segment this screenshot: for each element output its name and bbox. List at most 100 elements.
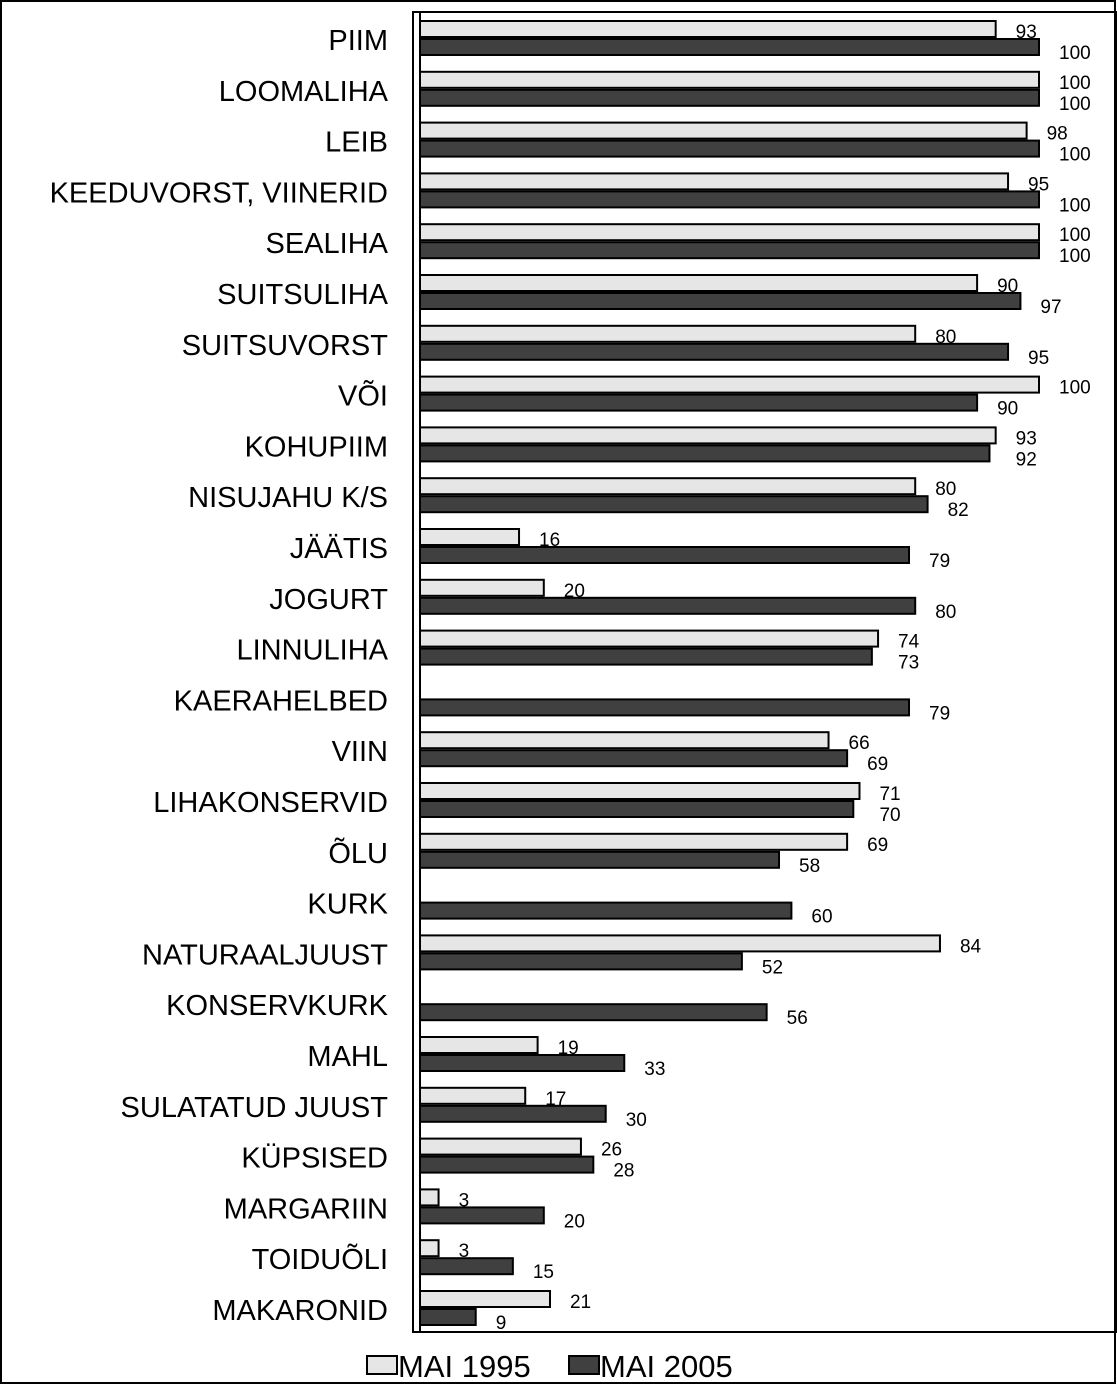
value-label-mai-1995: 90	[997, 276, 1018, 297]
category-label: MARGARIIN	[224, 1193, 388, 1225]
bar-mai-2005	[419, 1054, 626, 1072]
value-label-mai-1995: 100	[1059, 378, 1091, 399]
category-label: VIIN	[332, 736, 388, 768]
bar-mai-1995	[419, 375, 1040, 394]
value-label-mai-1995: 93	[1016, 22, 1037, 43]
bar-mai-2005	[419, 850, 781, 869]
value-label-mai-1995: 21	[570, 1292, 591, 1313]
bar-mai-1995	[419, 629, 880, 648]
bar-mai-2005	[419, 1206, 545, 1225]
value-label-mai-2005: 15	[533, 1262, 554, 1283]
value-label-mai-1995: 100	[1059, 225, 1091, 246]
bar-mai-1995	[419, 1239, 440, 1258]
category-label: ÕLU	[328, 836, 388, 870]
value-label-mai-2005: 9	[496, 1313, 507, 1334]
legend: MAI 1995 MAI 2005	[366, 1349, 733, 1384]
bar-mai-1995	[419, 731, 830, 750]
legend-label: MAI 2005	[600, 1349, 733, 1384]
category-label: VÕI	[338, 379, 388, 413]
value-label-mai-2005: 20	[564, 1211, 585, 1232]
bar-mai-1995	[419, 578, 545, 597]
value-label-mai-2005: 100	[1059, 195, 1091, 216]
bar-mai-2005	[419, 698, 911, 717]
category-label: LINNULIHA	[237, 635, 389, 667]
category-label: KÜPSISED	[241, 1143, 388, 1175]
value-label-mai-2005: 82	[948, 500, 969, 521]
bar-mai-2005	[419, 800, 855, 818]
bar-mai-1995	[419, 223, 1040, 242]
value-label-mai-1995: 80	[935, 479, 956, 500]
bar-mai-2005	[419, 952, 743, 971]
bar-mai-1995	[419, 324, 917, 343]
bar-mai-2005	[419, 596, 917, 615]
bar-mai-1995	[419, 274, 979, 292]
value-label-mai-1995: 93	[1016, 428, 1037, 449]
category-label: SULATATUD JUUST	[121, 1092, 389, 1124]
category-label: KEEDUVORST, VIINERID	[50, 177, 388, 209]
bar-mai-2005	[419, 190, 1040, 209]
bar-mai-1995	[419, 1137, 582, 1156]
value-label-mai-1995: 98	[1047, 124, 1068, 145]
category-label: NATURAALJUUST	[142, 939, 388, 971]
category-label: KAERAHELBED	[174, 685, 388, 717]
category-label: PIIM	[328, 25, 388, 57]
bar-mai-2005	[419, 495, 929, 514]
category-label: MAKARONID	[212, 1295, 388, 1327]
value-label-mai-2005: 70	[879, 805, 900, 826]
value-labels: 9310010010098100951001001009097809510090…	[459, 22, 1091, 1334]
value-label-mai-2005: 79	[929, 703, 950, 724]
bar-mai-1995	[419, 1036, 539, 1054]
bar-mai-2005	[419, 139, 1040, 158]
value-label-mai-2005: 79	[929, 551, 950, 572]
bar-mai-2005	[419, 342, 1010, 361]
bar-mai-2005	[419, 647, 873, 666]
bar-mai-1995	[419, 528, 521, 546]
value-label-mai-2005: 100	[1059, 94, 1091, 115]
legend-swatch	[366, 1355, 398, 1375]
plot-frame	[412, 11, 1117, 1333]
bar-mai-1995	[419, 20, 997, 38]
value-label-mai-1995: 20	[564, 581, 585, 602]
category-label: LIHAKONSERVID	[153, 787, 388, 819]
bar-mai-2005	[419, 241, 1040, 260]
bar-mai-1995	[419, 1086, 527, 1105]
value-label-mai-2005: 100	[1059, 43, 1091, 64]
value-label-mai-1995: 66	[849, 733, 870, 754]
bar-mai-1995	[419, 934, 941, 953]
value-label-mai-1995: 16	[539, 530, 560, 551]
category-label: KONSERVKURK	[166, 990, 389, 1022]
value-label-mai-1995: 3	[459, 1241, 470, 1262]
value-label-mai-2005: 56	[787, 1008, 808, 1029]
value-label-mai-1995: 84	[960, 936, 982, 957]
category-label: LOOMALIHA	[219, 76, 389, 108]
bar-mai-2005	[419, 1003, 768, 1022]
category-label: SUITSULIHA	[217, 279, 388, 311]
value-label-mai-1995: 74	[898, 632, 920, 653]
value-label-mai-2005: 69	[867, 754, 888, 775]
value-label-mai-2005: 95	[1028, 348, 1049, 369]
bar-mai-2005	[419, 901, 793, 920]
value-label-mai-2005: 90	[997, 399, 1018, 420]
value-label-mai-2005: 52	[762, 957, 783, 978]
category-label: NISUJAHU K/S	[188, 482, 388, 514]
value-label-mai-2005: 28	[613, 1161, 634, 1182]
value-label-mai-1995: 3	[459, 1190, 470, 1211]
category-labels: PIIM LOOMALIHA LEIB KEEDUVORST, VIINERID SEA…	[50, 25, 389, 1327]
value-label-mai-2005: 30	[626, 1110, 647, 1131]
bar-mai-2005	[419, 292, 1022, 310]
bar-mai-2005	[419, 88, 1040, 107]
bar-mai-1995	[419, 426, 997, 445]
category-label: JOGURT	[269, 584, 388, 616]
bar-mai-2005	[419, 1155, 595, 1174]
category-label: JÄÄTIS	[290, 533, 388, 565]
bar-mai-2005	[419, 393, 979, 412]
value-label-mai-1995: 19	[558, 1038, 579, 1059]
value-label-mai-1995: 100	[1059, 73, 1091, 94]
legend-swatch	[568, 1355, 600, 1375]
bars	[419, 12, 1040, 1332]
value-label-mai-2005: 33	[644, 1059, 665, 1080]
category-label: SEALIHA	[266, 228, 389, 260]
bar-mai-2005	[419, 38, 1040, 56]
category-label: KOHUPIIM	[245, 431, 388, 463]
